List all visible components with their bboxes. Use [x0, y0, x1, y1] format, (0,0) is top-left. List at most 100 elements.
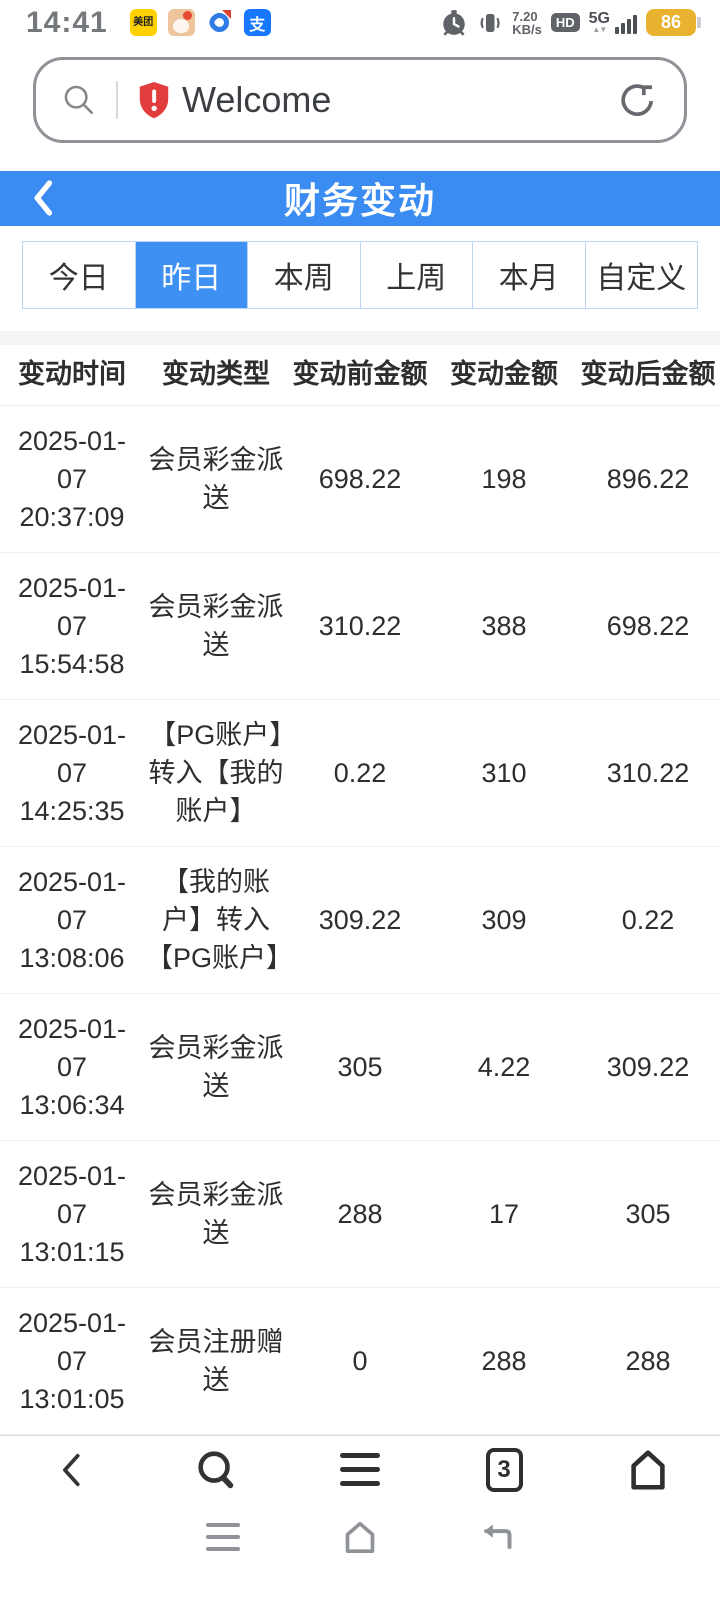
cell-amount-change: 4.22: [477, 1051, 531, 1082]
cell-amount-change: 17: [488, 1198, 520, 1229]
cell-type: 会员注册赠送: [148, 1326, 284, 1395]
cell-amount-change: 310: [481, 757, 527, 788]
cell-type: 会员彩金派送: [148, 1032, 284, 1101]
toolbar-divider: [0, 1434, 720, 1437]
notification-icons: 美团 支: [129, 9, 271, 37]
column-header-amount-after: 变动后金额: [580, 358, 716, 389]
return-icon: [484, 1524, 512, 1550]
table-row: 2025-01- 07 14:25:35 【PG账户】转入【我的账户】 0.22 310…: [0, 699, 720, 847]
column-header-amount-before: 变动前金额: [292, 358, 428, 389]
browser-home-button[interactable]: [576, 1447, 720, 1493]
column-header-type: 变动类型: [162, 358, 270, 389]
tabs-icon: 3: [485, 1447, 523, 1492]
cell-amount-before: 305: [337, 1051, 383, 1082]
column-header-amount-change: 变动金额: [450, 358, 558, 389]
page-header: 财务变动: [0, 170, 720, 226]
browser-search-button[interactable]: [144, 1447, 288, 1493]
table-row: 2025-01- 07 13:01:15 会员彩金派送 288 17 305: [0, 1140, 720, 1288]
cell-time: 2025-01- 07 13:01:15: [17, 1160, 127, 1267]
cell-time: 2025-01- 07 13:01:05: [17, 1307, 127, 1414]
cell-type: 会员彩金派送: [148, 1179, 284, 1248]
address-bar-section: Welcome: [0, 41, 720, 156]
menu-icon: [340, 1453, 380, 1487]
cell-amount-before: 310.22: [318, 610, 402, 641]
table-row: 2025-01- 07 13:06:34 会员彩金派送 305 4.22 309.22: [0, 993, 720, 1141]
cell-amount-before: 288: [337, 1198, 383, 1229]
map-pin-app-icon: [205, 9, 233, 37]
cell-amount-after: 698.22: [606, 610, 690, 641]
cell-amount-change: 388: [481, 610, 527, 641]
battery-indicator: 86: [646, 9, 701, 37]
section-divider: [0, 330, 720, 345]
page-title: 财务变动: [283, 180, 436, 222]
hd-badge: HD: [550, 13, 580, 33]
security-warning-shield-icon: [139, 81, 169, 119]
cell-time: 2025-01- 07 14:25:35: [17, 719, 127, 826]
browser-toolbar: 3: [0, 1436, 720, 1504]
search-icon: [64, 85, 94, 114]
cell-amount-after: 288: [625, 1345, 671, 1376]
cell-amount-after: 309.22: [606, 1051, 690, 1082]
url-text: Welcome: [182, 78, 332, 120]
cell-amount-before: 698.22: [318, 463, 402, 494]
status-bar: 14:41 美团 支 7.20 KB/s HD: [0, 0, 720, 42]
date-range-tabs: 今日 昨日 本周 上周 本月 自定义: [22, 240, 698, 309]
cell-amount-change: 198: [481, 463, 527, 494]
cell-amount-change: 288: [481, 1345, 527, 1376]
browser-tabs-button[interactable]: 3: [432, 1447, 576, 1492]
cell-amount-after: 0.22: [621, 904, 675, 935]
financial-changes-table: 变动时间 变动类型 变动前金额 变动金额 变动后金额 2025-01- 07 20:37:…: [0, 344, 720, 1435]
table-row: 2025-01- 07 13:01:05 会员注册赠送 0 288 288: [0, 1287, 720, 1435]
signal-5g-icon: 5G ▲▼: [589, 11, 637, 35]
tab-自定义[interactable]: 自定义: [584, 241, 697, 308]
table-row: 2025-01- 07 13:08:06 【我的账户】转入【PG账户】 309.22 3…: [0, 846, 720, 994]
search-icon: [198, 1451, 234, 1489]
cell-time: 2025-01- 07 20:37:09: [17, 425, 127, 532]
cell-time: 2025-01- 07 13:06:34: [17, 1013, 127, 1120]
cell-amount-change: 309: [481, 904, 527, 935]
cell-amount-after: 896.22: [606, 463, 690, 494]
cell-time: 2025-01- 07 13:08:06: [17, 866, 127, 973]
cell-amount-before: 0.22: [333, 757, 387, 788]
tab-今日[interactable]: 今日: [23, 241, 135, 308]
tab-昨日[interactable]: 昨日: [134, 241, 247, 308]
table-body: 2025-01- 07 20:37:09 会员彩金派送 698.22 198 896.22…: [0, 405, 720, 1435]
system-return-button[interactable]: [477, 1517, 517, 1557]
meituan-app-icon: 美团: [129, 9, 157, 37]
cell-amount-before: 309.22: [318, 904, 402, 935]
browser-menu-button[interactable]: [288, 1453, 432, 1487]
table-row: 2025-01- 07 20:37:09 会员彩金派送 698.22 198 896.22: [0, 405, 720, 553]
tab-本月[interactable]: 本月: [472, 241, 585, 308]
table-header-row: 变动时间 变动类型 变动前金额 变动金额 变动后金额: [0, 344, 720, 406]
column-header-time: 变动时间: [18, 358, 126, 389]
cell-amount-after: 310.22: [606, 757, 690, 788]
system-home-button[interactable]: [340, 1517, 380, 1557]
tab-本周[interactable]: 本周: [247, 241, 360, 308]
network-speed: 7.20 KB/s: [512, 8, 542, 37]
cell-type: 会员彩金派送: [148, 591, 284, 660]
back-button[interactable]: [30, 171, 58, 226]
clock-time: 14:41: [26, 5, 108, 39]
cell-amount-after: 305: [625, 1198, 671, 1229]
cell-type: 会员彩金派送: [148, 444, 284, 513]
refresh-button[interactable]: [616, 79, 658, 121]
system-menu-button[interactable]: [203, 1517, 243, 1557]
back-icon: [63, 1453, 80, 1487]
home-icon: [631, 1450, 665, 1490]
status-indicators: 7.20 KB/s HD 5G ▲▼ 86: [440, 8, 701, 37]
home-icon: [345, 1522, 375, 1554]
pet-app-icon: [167, 9, 195, 37]
system-navbar: [0, 1503, 720, 1600]
table-row: 2025-01- 07 15:54:58 会员彩金派送 310.22 388 698.22: [0, 552, 720, 700]
address-bar[interactable]: Welcome: [33, 56, 687, 143]
cell-type: 【我的账户】转入【PG账户】: [146, 866, 294, 973]
cell-time: 2025-01- 07 15:54:58: [17, 572, 127, 679]
divider: [116, 80, 118, 119]
browser-back-button[interactable]: [0, 1450, 144, 1490]
vibrate-icon: [480, 13, 500, 32]
menu-icon: [206, 1523, 240, 1552]
alipay-app-icon: 支: [243, 9, 271, 37]
cell-type: 【PG账户】转入【我的账户】: [148, 719, 284, 826]
tab-上周[interactable]: 上周: [359, 241, 472, 308]
